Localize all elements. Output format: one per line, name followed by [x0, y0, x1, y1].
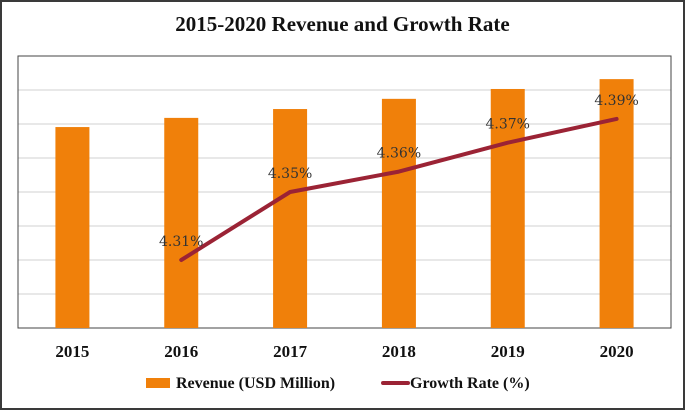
growth-data-label-2018: 4.36% — [377, 146, 421, 162]
revenue-bar-2020 — [599, 79, 634, 329]
revenue-bar-2015 — [55, 127, 90, 328]
x-tick-label: 2019 — [491, 342, 525, 361]
growth-data-label-2020: 4.39% — [594, 93, 638, 109]
legend: Revenue (USD Million) Growth Rate (%) — [146, 375, 530, 392]
growth-rate-line — [179, 116, 619, 262]
x-tick-label: 2015 — [55, 342, 89, 361]
x-tick-label: 2016 — [164, 342, 198, 361]
growth-line — [179, 116, 619, 262]
chart-title: 2015-2020 Revenue and Growth Rate — [175, 12, 510, 36]
x-tick-label: 2020 — [600, 342, 634, 361]
revenue-bar-2016 — [164, 117, 199, 328]
x-tick-label: 2017 — [273, 342, 308, 361]
legend-label-revenue: Revenue (USD Million) — [176, 375, 335, 392]
legend-label-growth: Growth Rate (%) — [410, 375, 530, 392]
gridlines — [18, 89, 671, 295]
bars — [55, 79, 634, 329]
growth-data-label-2017: 4.35% — [268, 166, 312, 182]
growth-data-label-2019: 4.37% — [486, 117, 530, 133]
legend-swatch-revenue — [146, 378, 170, 388]
plot-area — [17, 55, 672, 329]
revenue-bar-2019 — [490, 88, 525, 328]
x-tick-label: 2018 — [382, 342, 416, 361]
growth-data-label-2016: 4.31% — [159, 234, 203, 250]
data-labels: 4.31% 4.35% 4.36% 4.37% 4.39% — [159, 93, 639, 250]
x-axis-ticks: 2015 2016 2017 2018 2019 2020 — [55, 342, 633, 361]
revenue-bar-2018 — [381, 98, 416, 328]
revenue-bar-2017 — [273, 109, 308, 328]
